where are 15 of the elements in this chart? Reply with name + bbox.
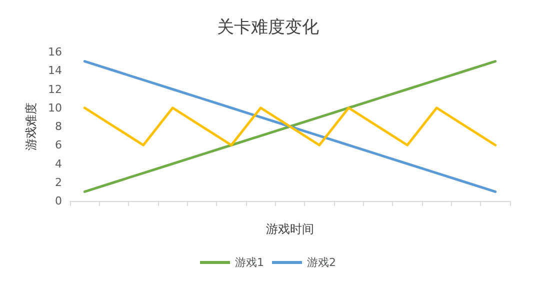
y-tick-label: 4	[55, 157, 62, 170]
y-axis-title: 游戏难度	[24, 102, 38, 150]
y-tick-label: 8	[55, 120, 62, 133]
y-tick-label: 6	[55, 138, 62, 152]
legend-label: 游戏1	[235, 256, 264, 269]
x-axis-title: 游戏时间	[266, 222, 314, 236]
chart-title: 关卡难度变化	[217, 18, 319, 38]
y-tick-label: 12	[48, 82, 62, 96]
legend-label: 游戏2	[307, 256, 336, 269]
y-tick-label: 10	[48, 101, 62, 114]
y-tick-label: 14	[48, 64, 62, 78]
y-tick-label: 2	[55, 176, 62, 189]
y-tick-label: 16	[48, 46, 62, 58]
y-tick-label: 0	[55, 194, 62, 208]
line-series	[83, 60, 497, 193]
